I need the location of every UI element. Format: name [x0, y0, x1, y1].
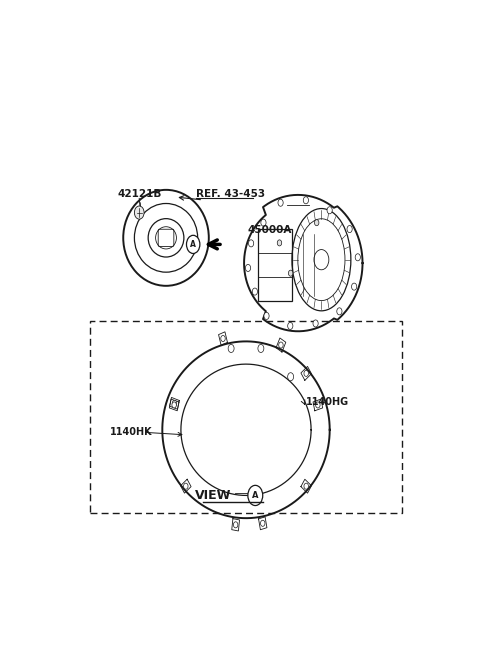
Circle shape [264, 312, 269, 319]
Bar [90, 321, 402, 513]
Circle shape [186, 236, 200, 253]
Circle shape [245, 264, 251, 272]
Circle shape [172, 400, 177, 406]
Circle shape [258, 344, 264, 352]
Circle shape [221, 335, 225, 342]
Text: 42121B: 42121B [118, 189, 162, 199]
Circle shape [347, 226, 352, 233]
Circle shape [313, 320, 318, 327]
Circle shape [337, 308, 342, 315]
Circle shape [303, 197, 309, 204]
Circle shape [172, 402, 176, 408]
Circle shape [249, 240, 254, 247]
Circle shape [355, 254, 360, 261]
Text: A: A [190, 240, 196, 249]
Text: 1140HK: 1140HK [110, 427, 153, 438]
Text: 45000A: 45000A [248, 225, 292, 236]
Circle shape [351, 283, 357, 290]
Text: VIEW: VIEW [195, 489, 231, 502]
Circle shape [278, 199, 283, 206]
Circle shape [228, 344, 234, 352]
Circle shape [304, 371, 309, 377]
Circle shape [327, 207, 332, 214]
Text: REF. 43-453: REF. 43-453 [196, 189, 265, 199]
Bar [258, 229, 292, 300]
Circle shape [261, 219, 266, 226]
Text: 1140HG: 1140HG [305, 397, 348, 407]
Circle shape [288, 373, 294, 380]
Circle shape [252, 288, 257, 295]
Circle shape [288, 322, 293, 329]
Text: A: A [252, 491, 259, 500]
Circle shape [261, 520, 265, 526]
Circle shape [314, 220, 319, 226]
Circle shape [134, 206, 144, 219]
Circle shape [279, 342, 283, 348]
Circle shape [316, 402, 320, 408]
Circle shape [288, 270, 293, 276]
Circle shape [183, 483, 188, 489]
Circle shape [277, 240, 282, 246]
Circle shape [233, 522, 238, 528]
Circle shape [248, 485, 263, 506]
Circle shape [304, 483, 309, 489]
